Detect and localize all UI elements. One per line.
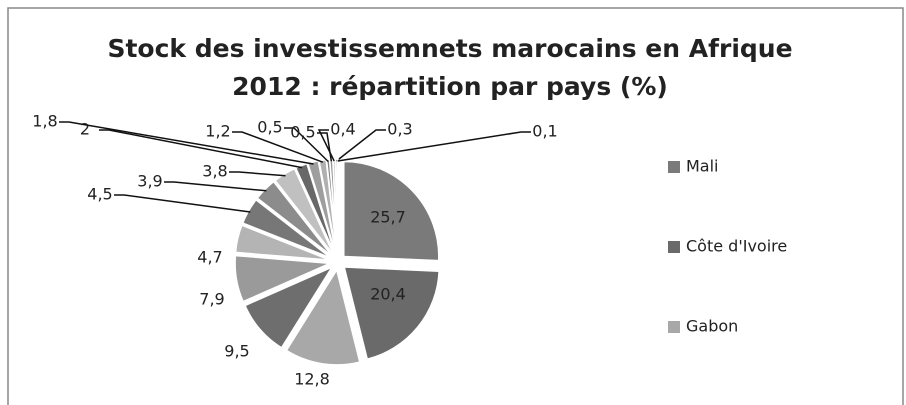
pie-slice	[343, 266, 440, 361]
legend-swatch	[668, 321, 680, 333]
data-label: 1,2	[205, 122, 230, 141]
pie-slice	[234, 224, 331, 261]
data-label: 25,7	[370, 208, 406, 227]
data-label: 4,5	[87, 185, 112, 204]
pie-slice	[336, 158, 339, 255]
pie-slice	[256, 180, 333, 257]
leader-line	[317, 129, 335, 162]
pie-slice	[244, 265, 334, 349]
data-label: 7,9	[199, 290, 224, 309]
data-label: 0,5	[290, 123, 315, 142]
data-label: 0,5	[257, 118, 282, 137]
data-label: 1,8	[32, 112, 57, 131]
leader-line	[335, 129, 386, 162]
leader-line	[284, 127, 329, 163]
leader-line	[164, 181, 267, 192]
pie-slice	[343, 160, 440, 262]
leader-line	[99, 129, 303, 169]
chart-title: Stock des investissemnets marocains en A…	[107, 34, 793, 101]
data-label: 0,3	[387, 120, 412, 139]
leader-line	[59, 121, 314, 165]
data-label: 12,8	[294, 370, 330, 389]
data-label: 2	[80, 120, 90, 139]
data-label: 9,5	[224, 342, 249, 361]
legend-label: Gabon	[686, 317, 738, 336]
legend-label: Côte d'Ivoire	[686, 237, 787, 256]
pie-slice	[274, 167, 335, 256]
legend-swatch	[668, 241, 680, 253]
pie-slice	[285, 268, 361, 366]
data-label: 3,8	[202, 162, 227, 181]
data-label: 20,4	[370, 285, 406, 304]
data-label: 0,4	[330, 120, 355, 139]
pie-slice	[294, 162, 336, 255]
data-label: 4,7	[197, 248, 222, 267]
frame	[7, 7, 904, 405]
leader-line	[114, 194, 251, 213]
leader-line	[337, 131, 531, 162]
pie-slice	[241, 198, 332, 259]
leader-line	[232, 131, 324, 163]
pie-slice	[234, 254, 331, 303]
data-label: 0,1	[532, 122, 557, 141]
data-label: 3,9	[137, 172, 162, 191]
leader-line	[229, 171, 286, 177]
legend-swatch	[668, 161, 680, 173]
legend-label: Mali	[686, 157, 719, 176]
